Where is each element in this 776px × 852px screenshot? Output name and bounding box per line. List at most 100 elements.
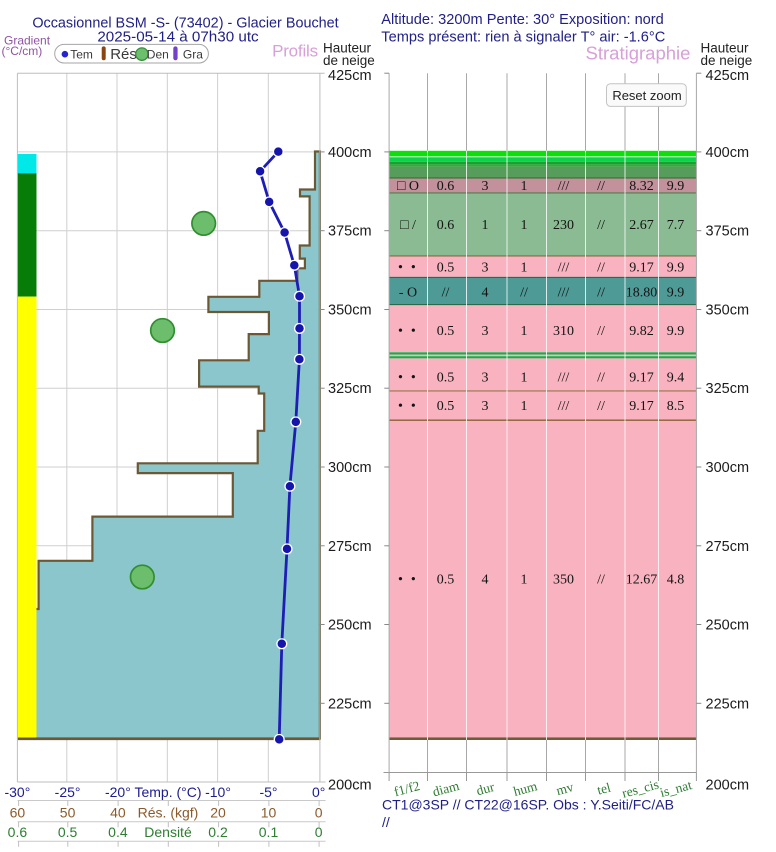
svg-text:60: 60 [10,805,26,821]
svg-text:9.9: 9.9 [667,324,685,339]
svg-text:2.67: 2.67 [629,218,654,233]
svg-text:Stratigraphie: Stratigraphie [586,43,691,64]
svg-text:40: 40 [110,805,126,821]
svg-text:///: /// [558,370,570,385]
svg-text:0.5: 0.5 [437,324,455,339]
svg-text:20: 20 [210,805,226,821]
svg-text:diam: diam [431,778,461,800]
svg-text:Altitude: 3200m Pente: 30° Exp: Altitude: 3200m Pente: 30° Exposition: n… [381,12,663,28]
svg-text:400cm: 400cm [328,145,372,161]
svg-text:///: /// [558,285,570,300]
svg-text:1: 1 [521,324,528,339]
svg-text:-5°: -5° [259,784,277,800]
svg-text:7.7: 7.7 [667,218,685,233]
svg-text:4: 4 [482,572,489,587]
svg-text:250cm: 250cm [328,618,372,634]
svg-text:3: 3 [482,370,489,385]
svg-text:225cm: 225cm [328,696,372,712]
svg-text:18.80: 18.80 [626,285,658,300]
svg-text:de neige: de neige [701,53,753,68]
svg-text:9.9: 9.9 [667,285,685,300]
svg-text:3: 3 [482,324,489,339]
svg-text:310: 310 [553,324,574,339]
svg-text://: // [597,370,605,385]
svg-text:230: 230 [553,218,574,233]
svg-text:1: 1 [521,399,528,414]
svg-text:(°C/cm): (°C/cm) [2,44,43,58]
svg-text://: // [597,179,605,194]
svg-text:Hauteur: Hauteur [323,40,372,55]
svg-text:Den: Den [147,47,169,61]
svg-text:350cm: 350cm [706,303,750,319]
svg-text:0: 0 [315,824,323,840]
svg-text:400cm: 400cm [706,145,750,161]
svg-text://: // [597,399,605,414]
svg-text:325cm: 325cm [706,381,750,397]
svg-text:12.67: 12.67 [626,572,658,587]
svg-text:0: 0 [315,805,323,821]
svg-text:• •: • • [398,370,418,385]
svg-text:///: /// [558,179,570,194]
svg-text:Densité: Densité [144,824,192,840]
svg-text:1: 1 [521,572,528,587]
svg-text:1: 1 [521,260,528,275]
svg-text:Temp. (°C): Temp. (°C) [134,784,201,800]
svg-text:250cm: 250cm [706,618,750,634]
svg-text:3: 3 [482,260,489,275]
svg-text:0°: 0° [312,784,325,800]
svg-text://: // [442,285,450,300]
svg-text:9.9: 9.9 [667,260,685,275]
svg-text:9.4: 9.4 [667,370,685,385]
svg-text:0.5: 0.5 [437,399,455,414]
svg-text:0.6: 0.6 [437,218,455,233]
svg-text:4: 4 [482,285,489,300]
svg-text:Hauteur: Hauteur [701,40,750,55]
svg-text:1: 1 [521,218,528,233]
svg-text:275cm: 275cm [706,539,750,555]
svg-text:2025-05-14 à 07h30 utc: 2025-05-14 à 07h30 utc [97,29,259,46]
svg-text:CT1@3SP // CT22@16SP. Obs : Y.: CT1@3SP // CT22@16SP. Obs : Y.Seiti/FC/A… [382,797,674,813]
svg-text:200cm: 200cm [706,778,750,794]
svg-text:Tem: Tem [70,47,93,61]
svg-text:225cm: 225cm [706,696,750,712]
svg-text:8.5: 8.5 [667,399,685,414]
svg-text:0.6: 0.6 [8,824,28,840]
svg-text:□ O: □ O [397,179,419,194]
svg-text:9.17: 9.17 [629,399,654,414]
svg-text://: // [597,260,605,275]
svg-text:300cm: 300cm [706,460,750,476]
svg-text:1: 1 [521,370,528,385]
svg-text:Gra: Gra [183,47,203,61]
svg-text:• •: • • [398,399,418,414]
svg-text:0.2: 0.2 [208,824,228,840]
svg-text:3: 3 [482,399,489,414]
svg-text:dur: dur [475,779,497,798]
svg-text://: // [597,218,605,233]
svg-text:Occasionnel BSM -S- (73402) -: Occasionnel BSM -S- (73402) - Glacier Bo… [32,16,338,32]
svg-text:0.5: 0.5 [58,824,78,840]
svg-text:///: /// [558,399,570,414]
svg-text:350: 350 [553,572,574,587]
svg-text:200cm: 200cm [328,778,372,794]
svg-text:• •: • • [398,324,418,339]
svg-text://: // [382,814,390,830]
svg-text:□ /: □ / [400,218,416,233]
svg-text:9.82: 9.82 [629,324,654,339]
svg-text:0.5: 0.5 [437,370,455,385]
svg-text:-30°: -30° [4,784,30,800]
svg-text:275cm: 275cm [328,539,372,555]
svg-text:-25°: -25° [55,784,81,800]
svg-text:Temps présent: rien à signaler: Temps présent: rien à signaler T° air: -… [381,29,665,45]
svg-text:425cm: 425cm [706,68,750,84]
svg-text:300cm: 300cm [328,460,372,476]
svg-text:• •: • • [398,572,418,587]
svg-text:350cm: 350cm [328,303,372,319]
svg-text:mv: mv [555,779,576,798]
svg-text:0.4: 0.4 [108,824,128,840]
svg-text:9.9: 9.9 [667,179,685,194]
svg-text:9.17: 9.17 [629,260,654,275]
svg-text:375cm: 375cm [328,224,372,240]
svg-text:Rés. (kgf): Rés. (kgf) [138,805,199,821]
svg-text:1: 1 [521,179,528,194]
svg-text://: // [597,572,605,587]
